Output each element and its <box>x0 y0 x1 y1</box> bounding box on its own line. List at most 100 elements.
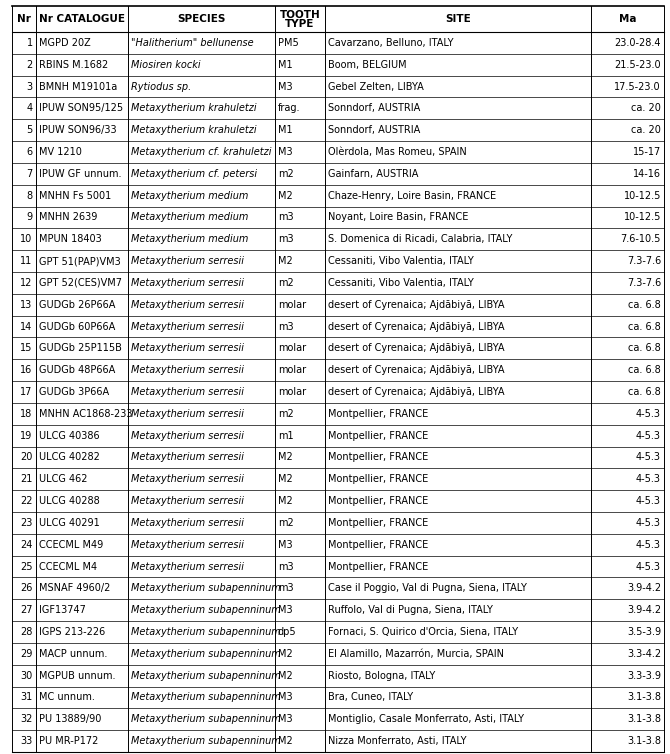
Text: Montpellier, FRANCE: Montpellier, FRANCE <box>328 496 428 506</box>
Text: Metaxytherium serresii: Metaxytherium serresii <box>131 474 244 484</box>
Text: 5: 5 <box>26 125 33 135</box>
Text: 14-16: 14-16 <box>633 169 661 179</box>
Text: PM5: PM5 <box>278 38 298 48</box>
Text: Metaxytherium serresii: Metaxytherium serresii <box>131 409 244 418</box>
Text: Cessaniti, Vibo Valentia, ITALY: Cessaniti, Vibo Valentia, ITALY <box>328 256 474 266</box>
Text: Boom, BELGIUM: Boom, BELGIUM <box>328 60 407 69</box>
Text: M2: M2 <box>278 452 293 462</box>
Text: 33: 33 <box>20 736 33 746</box>
Text: Metaxytherium medium: Metaxytherium medium <box>131 234 249 244</box>
Text: 32: 32 <box>20 714 33 725</box>
Text: M3: M3 <box>278 605 292 615</box>
Text: MC unnum.: MC unnum. <box>39 692 94 703</box>
Text: Gainfarn, AUSTRIA: Gainfarn, AUSTRIA <box>328 169 419 179</box>
Text: 3: 3 <box>27 81 33 91</box>
Text: Montpellier, FRANCE: Montpellier, FRANCE <box>328 452 428 462</box>
Text: MGPUB unnum.: MGPUB unnum. <box>39 670 115 681</box>
Text: Nr: Nr <box>17 14 31 24</box>
Text: molar: molar <box>278 387 306 397</box>
Text: Metaxytherium krahuletzi: Metaxytherium krahuletzi <box>131 103 257 113</box>
Text: 6: 6 <box>27 147 33 157</box>
Text: Metaxytherium subapenninum: Metaxytherium subapenninum <box>131 736 281 746</box>
Text: m2: m2 <box>278 409 293 418</box>
Text: Ruffolo, Val di Pugna, Siena, ITALY: Ruffolo, Val di Pugna, Siena, ITALY <box>328 605 493 615</box>
Text: Miosiren kocki: Miosiren kocki <box>131 60 201 69</box>
Text: 9: 9 <box>27 213 33 222</box>
Text: Metaxytherium subapenninum: Metaxytherium subapenninum <box>131 627 281 637</box>
Text: m2: m2 <box>278 278 293 288</box>
Text: 4-5.3: 4-5.3 <box>636 496 661 506</box>
Text: 7.3-7.6: 7.3-7.6 <box>626 278 661 288</box>
Text: m3: m3 <box>278 234 293 244</box>
Text: Cessaniti, Vibo Valentia, ITALY: Cessaniti, Vibo Valentia, ITALY <box>328 278 474 288</box>
Text: 3.9-4.2: 3.9-4.2 <box>627 605 661 615</box>
Text: ca. 20: ca. 20 <box>631 125 661 135</box>
Text: 31: 31 <box>20 692 33 703</box>
Text: M3: M3 <box>278 540 292 550</box>
Text: ULCG 40291: ULCG 40291 <box>39 518 99 528</box>
Text: Metaxytherium subapenninum: Metaxytherium subapenninum <box>131 692 281 703</box>
Text: Nizza Monferrato, Asti, ITALY: Nizza Monferrato, Asti, ITALY <box>328 736 466 746</box>
Text: desert of Cyrenaica; Ajdābiyā, LIBYA: desert of Cyrenaica; Ajdābiyā, LIBYA <box>328 300 505 310</box>
Text: SITE: SITE <box>446 14 471 24</box>
Text: Metaxytherium serresii: Metaxytherium serresii <box>131 562 244 572</box>
Text: Metaxytherium subapenninum: Metaxytherium subapenninum <box>131 714 281 725</box>
Text: Metaxytherium subapenninum: Metaxytherium subapenninum <box>131 649 281 659</box>
Text: ULCG 40282: ULCG 40282 <box>39 452 100 462</box>
Text: M2: M2 <box>278 670 293 681</box>
Text: PU 13889/90: PU 13889/90 <box>39 714 101 725</box>
Text: 10-12.5: 10-12.5 <box>624 191 661 201</box>
Text: ca. 6.8: ca. 6.8 <box>628 365 661 375</box>
Text: m3: m3 <box>278 584 293 593</box>
Text: Cavarzano, Belluno, ITALY: Cavarzano, Belluno, ITALY <box>328 38 454 48</box>
Text: GUDGb 26P66A: GUDGb 26P66A <box>39 300 115 310</box>
Text: 13: 13 <box>20 300 33 310</box>
Text: 3.9-4.2: 3.9-4.2 <box>627 584 661 593</box>
Text: frag.: frag. <box>278 103 300 113</box>
Text: GUDGb 3P66A: GUDGb 3P66A <box>39 387 109 397</box>
Text: GUDGb 48P66A: GUDGb 48P66A <box>39 365 115 375</box>
Text: Metaxytherium serresii: Metaxytherium serresii <box>131 431 244 440</box>
Text: M2: M2 <box>278 191 293 201</box>
Text: 22: 22 <box>20 496 33 506</box>
Text: Montpellier, FRANCE: Montpellier, FRANCE <box>328 431 428 440</box>
Text: ULCG 40288: ULCG 40288 <box>39 496 99 506</box>
Text: 4: 4 <box>27 103 33 113</box>
Text: 7.3-7.6: 7.3-7.6 <box>626 256 661 266</box>
Text: Metaxytherium serresii: Metaxytherium serresii <box>131 540 244 550</box>
Text: MGPD 20Z: MGPD 20Z <box>39 38 90 48</box>
Text: BMNH M19101a: BMNH M19101a <box>39 81 117 91</box>
Text: desert of Cyrenaica; Ajdābiyā, LIBYA: desert of Cyrenaica; Ajdābiyā, LIBYA <box>328 365 505 375</box>
Text: TYPE: TYPE <box>285 19 315 29</box>
Text: molar: molar <box>278 300 306 310</box>
Text: 17: 17 <box>20 387 33 397</box>
Text: IGPS 213-226: IGPS 213-226 <box>39 627 105 637</box>
Text: 29: 29 <box>20 649 33 659</box>
Text: Montpellier, FRANCE: Montpellier, FRANCE <box>328 540 428 550</box>
Text: 2: 2 <box>26 60 33 69</box>
Text: 25: 25 <box>20 562 33 572</box>
Text: MNHN AC1868-233: MNHN AC1868-233 <box>39 409 132 418</box>
Text: 15: 15 <box>20 343 33 354</box>
Text: Metaxytherium serresii: Metaxytherium serresii <box>131 343 244 354</box>
Text: 28: 28 <box>20 627 33 637</box>
Text: Bra, Cuneo, ITALY: Bra, Cuneo, ITALY <box>328 692 413 703</box>
Text: ca. 6.8: ca. 6.8 <box>628 343 661 354</box>
Text: SPECIES: SPECIES <box>178 14 226 24</box>
Text: 8: 8 <box>27 191 33 201</box>
Text: "Halitherium" bellunense: "Halitherium" bellunense <box>131 38 254 48</box>
Text: Metaxytherium serresii: Metaxytherium serresii <box>131 256 244 266</box>
Text: Noyant, Loire Basin, FRANCE: Noyant, Loire Basin, FRANCE <box>328 213 468 222</box>
Text: CCECML M49: CCECML M49 <box>39 540 103 550</box>
Text: 21.5-23.0: 21.5-23.0 <box>614 60 661 69</box>
Text: 16: 16 <box>20 365 33 375</box>
Text: Metaxytherium cf. krahuletzi: Metaxytherium cf. krahuletzi <box>131 147 272 157</box>
Text: 3.1-3.8: 3.1-3.8 <box>627 692 661 703</box>
Text: MPUN 18403: MPUN 18403 <box>39 234 101 244</box>
Text: 20: 20 <box>20 452 33 462</box>
Text: Rytiodus sp.: Rytiodus sp. <box>131 81 192 91</box>
Text: 3.1-3.8: 3.1-3.8 <box>627 714 661 725</box>
Text: 12: 12 <box>20 278 33 288</box>
Text: 4-5.3: 4-5.3 <box>636 474 661 484</box>
Text: Montpellier, FRANCE: Montpellier, FRANCE <box>328 474 428 484</box>
